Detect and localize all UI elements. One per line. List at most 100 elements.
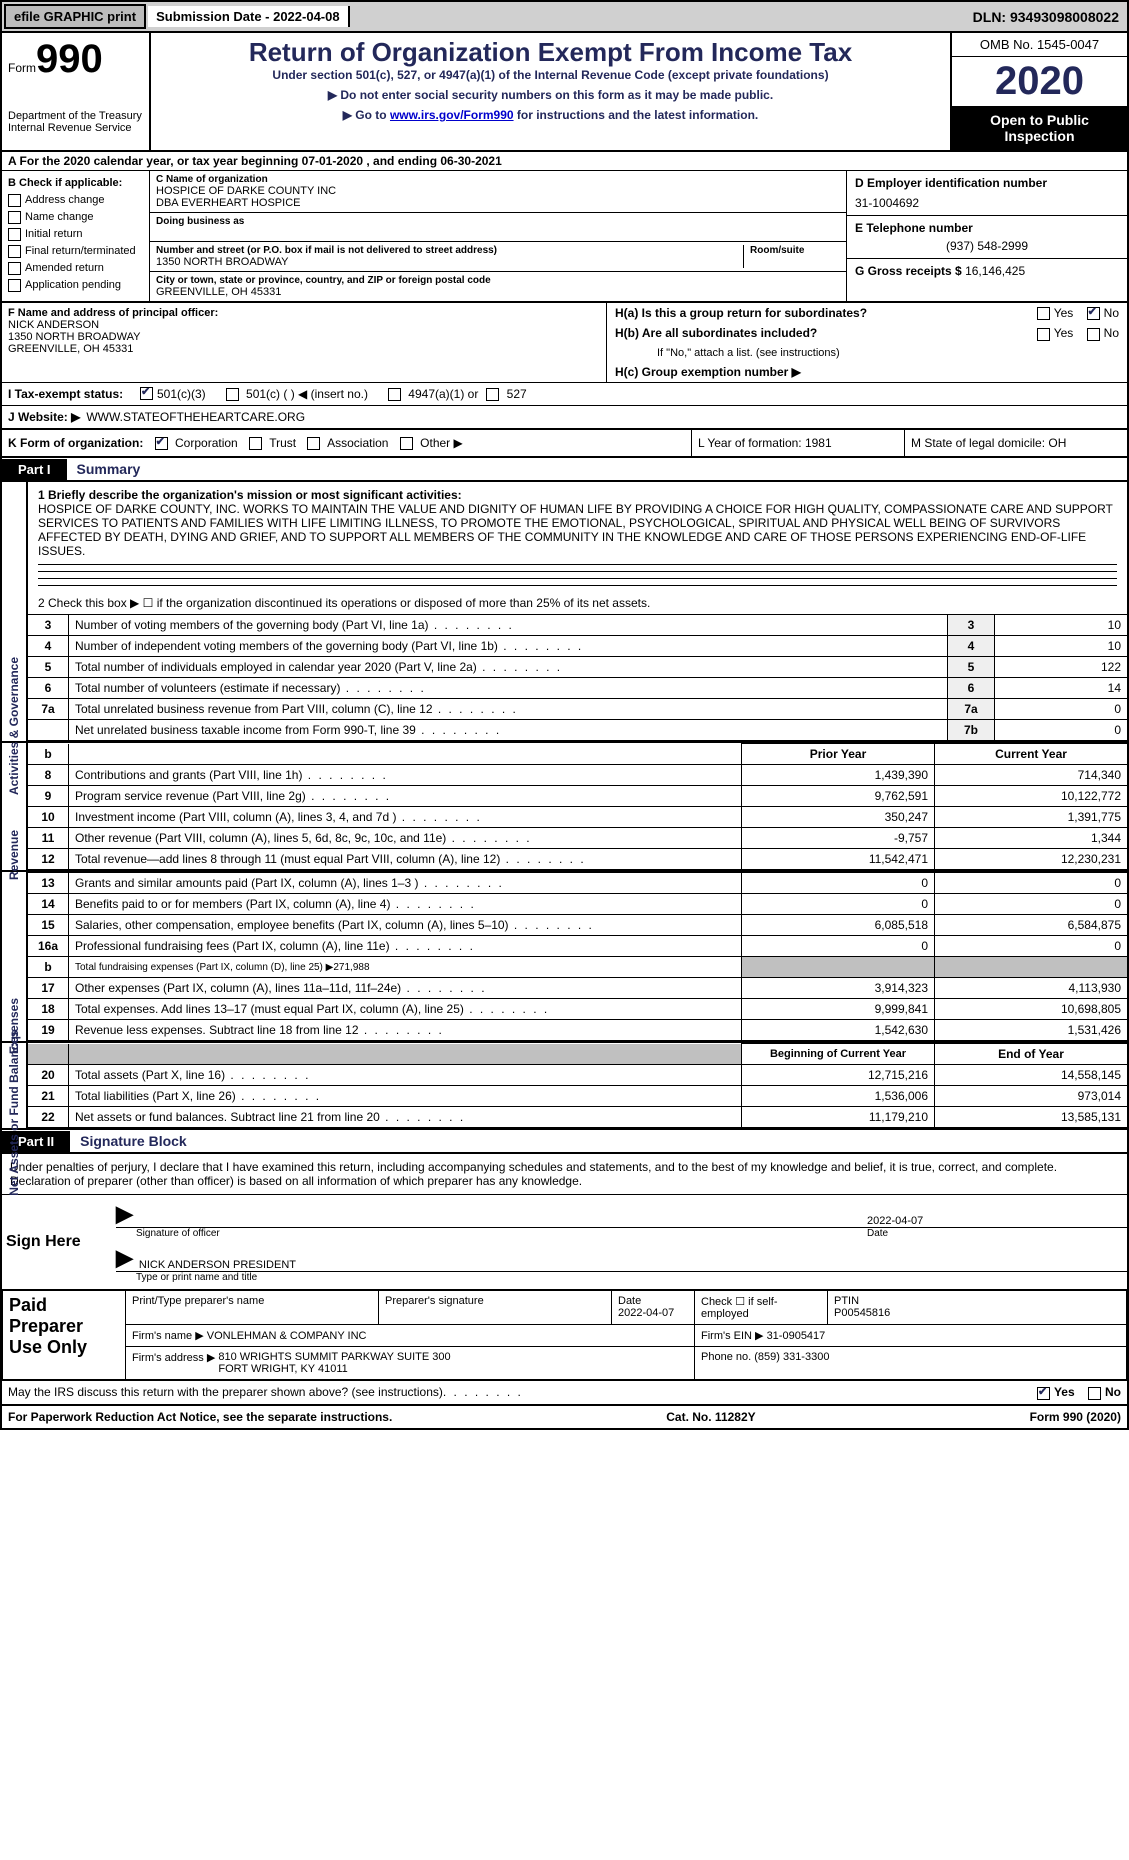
table-row: 7a Total unrelated business revenue from… <box>28 699 1127 720</box>
firm-name-label: Firm's name ▶ <box>132 1330 204 1342</box>
legal-domicile: M State of legal domicile: OH <box>904 430 1127 456</box>
phone-value: (937) 548-2999 <box>855 239 1119 253</box>
table-row: 3 Number of voting members of the govern… <box>28 615 1127 636</box>
table-row: 13 Grants and similar amounts paid (Part… <box>28 873 1127 894</box>
line-a-tax-year: A For the 2020 calendar year, or tax yea… <box>2 152 1127 171</box>
check-final-return[interactable] <box>8 245 21 258</box>
check-name-change[interactable] <box>8 211 21 224</box>
form-label: Form <box>8 61 36 75</box>
city-label: City or town, state or province, country… <box>156 275 840 286</box>
current-year-header: Current Year <box>935 744 1128 765</box>
table-row: 6 Total number of volunteers (estimate i… <box>28 678 1127 699</box>
dba-label: Doing business as <box>156 216 840 227</box>
check-other[interactable] <box>400 437 413 450</box>
part1-title: Summary <box>67 458 151 480</box>
check-501c[interactable] <box>226 388 239 401</box>
hb-label: H(b) Are all subordinates included? <box>615 326 817 340</box>
check-501c3[interactable] <box>140 387 153 400</box>
irs-link[interactable]: www.irs.gov/Form990 <box>390 108 514 122</box>
officer-h-section: F Name and address of principal officer:… <box>2 303 1127 382</box>
table-row: 22 Net assets or fund balances. Subtract… <box>28 1107 1127 1128</box>
table-row: 21 Total liabilities (Part X, line 26) 1… <box>28 1086 1127 1107</box>
sign-here-section: Sign Here ▶ Signature of officer 2022-04… <box>2 1194 1127 1290</box>
table-row: 16a Professional fundraising fees (Part … <box>28 936 1127 957</box>
hb-yes[interactable] <box>1037 328 1050 341</box>
section-governance: Activities & Governance 1 Briefly descri… <box>2 482 1127 743</box>
org-name-label: C Name of organization <box>156 174 840 185</box>
hb-note: If "No," attach a list. (see instruction… <box>607 344 1127 362</box>
firm-phone-label: Phone no. <box>701 1351 751 1363</box>
sig-date: 2022-04-07 <box>867 1215 923 1227</box>
gross-receipts-value: 16,146,425 <box>965 264 1025 278</box>
irs-discuss-question: May the IRS discuss this return with the… <box>8 1385 443 1399</box>
row-k: K Form of organization: Corporation Trus… <box>2 428 1127 458</box>
table-row: 4 Number of independent voting members o… <box>28 636 1127 657</box>
officer-name-title: NICK ANDERSON PRESIDENT <box>139 1259 296 1271</box>
box-b: B Check if applicable: Address change Na… <box>2 171 150 301</box>
prep-name-header: Print/Type preparer's name <box>126 1291 379 1325</box>
table-row: 20 Total assets (Part X, line 16) 12,715… <box>28 1065 1127 1086</box>
check-application-pending[interactable] <box>8 279 21 292</box>
officer-addr1: 1350 NORTH BROADWAY <box>8 331 600 343</box>
hb-no[interactable] <box>1087 328 1100 341</box>
form-footer: Form 990 (2020) <box>1030 1410 1121 1424</box>
sig-date-label: Date <box>867 1228 1127 1239</box>
box-b-title: B Check if applicable: <box>8 175 143 192</box>
penalties-text: Under penalties of perjury, I declare th… <box>2 1154 1127 1194</box>
ha-label: H(a) Is this a group return for subordin… <box>615 306 867 320</box>
form-990-page: efile GRAPHIC print Submission Date - 20… <box>0 0 1129 1430</box>
hc-label: H(c) Group exemption number ▶ <box>607 362 1127 382</box>
sig-arrow-icon-2: ▶ <box>116 1245 133 1271</box>
officer-name: NICK ANDERSON <box>8 319 600 331</box>
firm-addr: 810 WRIGHTS SUMMIT PARKWAY SUITE 300 FOR… <box>218 1351 450 1375</box>
cat-number: Cat. No. 11282Y <box>666 1410 755 1424</box>
part2-header: Part II Signature Block <box>2 1130 1127 1154</box>
check-initial-return[interactable] <box>8 228 21 241</box>
vtab-net: Net Assets or Fund Balances <box>7 1031 21 1197</box>
efile-print-button[interactable]: efile GRAPHIC print <box>4 4 146 29</box>
prep-sig-header: Preparer's signature <box>379 1291 612 1325</box>
check-assoc[interactable] <box>307 437 320 450</box>
ptin-value: P00545816 <box>834 1307 890 1319</box>
section-expenses: Expenses 13 Grants and similar amounts p… <box>2 872 1127 1043</box>
table-row: 17 Other expenses (Part IX, column (A), … <box>28 978 1127 999</box>
ha-no[interactable] <box>1087 307 1100 320</box>
street-label: Number and street (or P.O. box if mail i… <box>156 245 743 256</box>
firm-ein: 31-0905417 <box>767 1330 826 1342</box>
firm-ein-label: Firm's EIN ▶ <box>701 1330 764 1342</box>
ptin-label: PTIN <box>834 1295 859 1307</box>
box-c: C Name of organization HOSPICE OF DARKE … <box>150 171 846 301</box>
firm-phone: (859) 331-3300 <box>754 1351 829 1363</box>
ssn-note: ▶ Do not enter social security numbers o… <box>157 88 944 102</box>
check-4947[interactable] <box>388 388 401 401</box>
section-revenue: Revenue b Prior Year Current Year 8 Cont… <box>2 743 1127 872</box>
goto-pre: ▶ Go to <box>343 108 390 122</box>
top-bar: efile GRAPHIC print Submission Date - 20… <box>2 2 1127 33</box>
check-trust[interactable] <box>249 437 262 450</box>
part1-header: Part I Summary <box>2 458 1127 482</box>
form-subtitle: Under section 501(c), 527, or 4947(a)(1)… <box>157 68 944 82</box>
net-table: Beginning of Current Year End of Year 20… <box>28 1043 1127 1128</box>
table-row: 19 Revenue less expenses. Subtract line … <box>28 1020 1127 1041</box>
line-2: 2 Check this box ▶ ☐ if the organization… <box>28 592 1127 614</box>
ha-yes[interactable] <box>1037 307 1050 320</box>
check-amended-return[interactable] <box>8 262 21 275</box>
box-d-e-g: D Employer identification number 31-1004… <box>846 171 1127 301</box>
check-address-change[interactable] <box>8 194 21 207</box>
check-527[interactable] <box>486 388 499 401</box>
firm-name: VONLEHMAN & COMPANY INC <box>207 1330 367 1342</box>
bottom-bar: For Paperwork Reduction Act Notice, see … <box>2 1404 1127 1428</box>
discuss-no[interactable] <box>1088 1387 1101 1400</box>
gross-receipts-label: G Gross receipts $ <box>855 264 962 278</box>
prep-date-header: Date <box>618 1295 641 1307</box>
check-corp[interactable] <box>155 437 168 450</box>
dept-treasury: Department of the Treasury <box>8 110 143 122</box>
street-address: 1350 NORTH BROADWAY <box>156 256 743 268</box>
table-row: 9 Program service revenue (Part VIII, li… <box>28 786 1127 807</box>
paid-preparer-section: Paid Preparer Use Only Print/Type prepar… <box>2 1290 1127 1380</box>
open-to-public: Open to Public Inspection <box>952 106 1127 150</box>
discuss-yes[interactable] <box>1037 1387 1050 1400</box>
type-name-label: Type or print name and title <box>136 1272 1127 1283</box>
submission-date: Submission Date - 2022-04-08 <box>148 6 350 27</box>
row-i-tax-status: I Tax-exempt status: 501(c)(3) 501(c) ( … <box>2 382 1127 405</box>
